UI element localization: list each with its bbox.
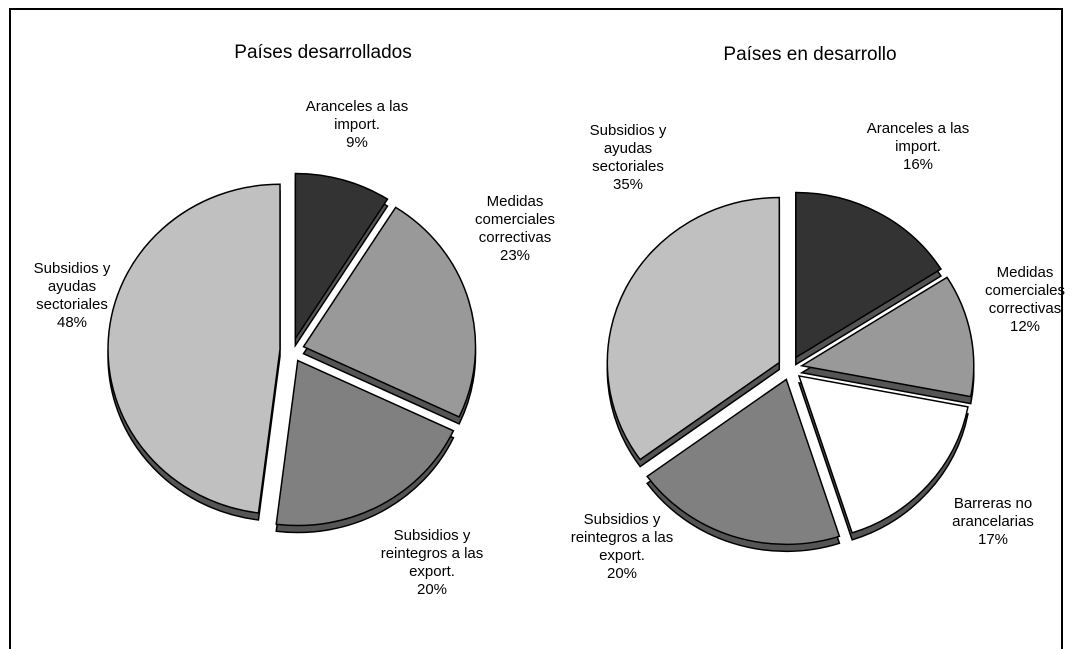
category-name: Subsidios y reintegros a las export. (380, 527, 484, 580)
slice (275, 359, 455, 527)
slice-label: Subsidios y reintegros a las export. 20% (557, 511, 687, 583)
slice (107, 183, 281, 514)
frame (9, 8, 1063, 649)
value-label: 35% (612, 176, 644, 193)
value-label: 16% (902, 156, 934, 173)
category-name: Aranceles a las import. (305, 98, 409, 133)
category-name: Barreras no arancelarias (952, 495, 1034, 530)
value-label: 20% (606, 565, 638, 582)
slice-label: Medidas comerciales correctivas 12% (975, 264, 1072, 336)
value-label: 9% (346, 134, 368, 151)
value-label: 17% (977, 531, 1009, 548)
category-name: Subsidios y reintegros a las export. (570, 511, 674, 564)
value-label: 12% (1009, 318, 1041, 335)
category-name: Medidas comerciales correctivas (474, 193, 556, 246)
slice (799, 276, 975, 398)
value-label: 48% (56, 314, 88, 331)
slice (797, 374, 969, 534)
chart-title: Países en desarrollo (723, 44, 897, 65)
category-name: Medidas comerciales correctivas (984, 264, 1066, 317)
value-label: 23% (499, 247, 531, 264)
category-name: Subsidios y ayudas sectoriales (589, 122, 667, 175)
slice (606, 196, 781, 461)
slice-label: Subsidios y ayudas sectoriales 48% (22, 260, 122, 332)
category-name: Subsidios y ayudas sectoriales (33, 260, 111, 313)
slice (302, 206, 477, 418)
slice-label: Subsidios y ayudas sectoriales 35% (578, 122, 678, 194)
slice-label: Medidas comerciales correctivas 23% (460, 193, 570, 265)
chart-title: Países desarrollados (234, 42, 412, 63)
slice-label: Barreras no arancelarias 17% (943, 495, 1043, 549)
slice (294, 172, 389, 341)
slice (646, 378, 841, 546)
value-label: 20% (416, 581, 448, 598)
category-name: Aranceles a las import. (866, 120, 970, 155)
slice-label: Subsidios y reintegros a las export. 20% (367, 527, 497, 599)
slice-label: Aranceles a las import. 16% (848, 120, 988, 174)
slice (795, 191, 943, 359)
slice-label: Aranceles a las import. 9% (287, 98, 427, 152)
